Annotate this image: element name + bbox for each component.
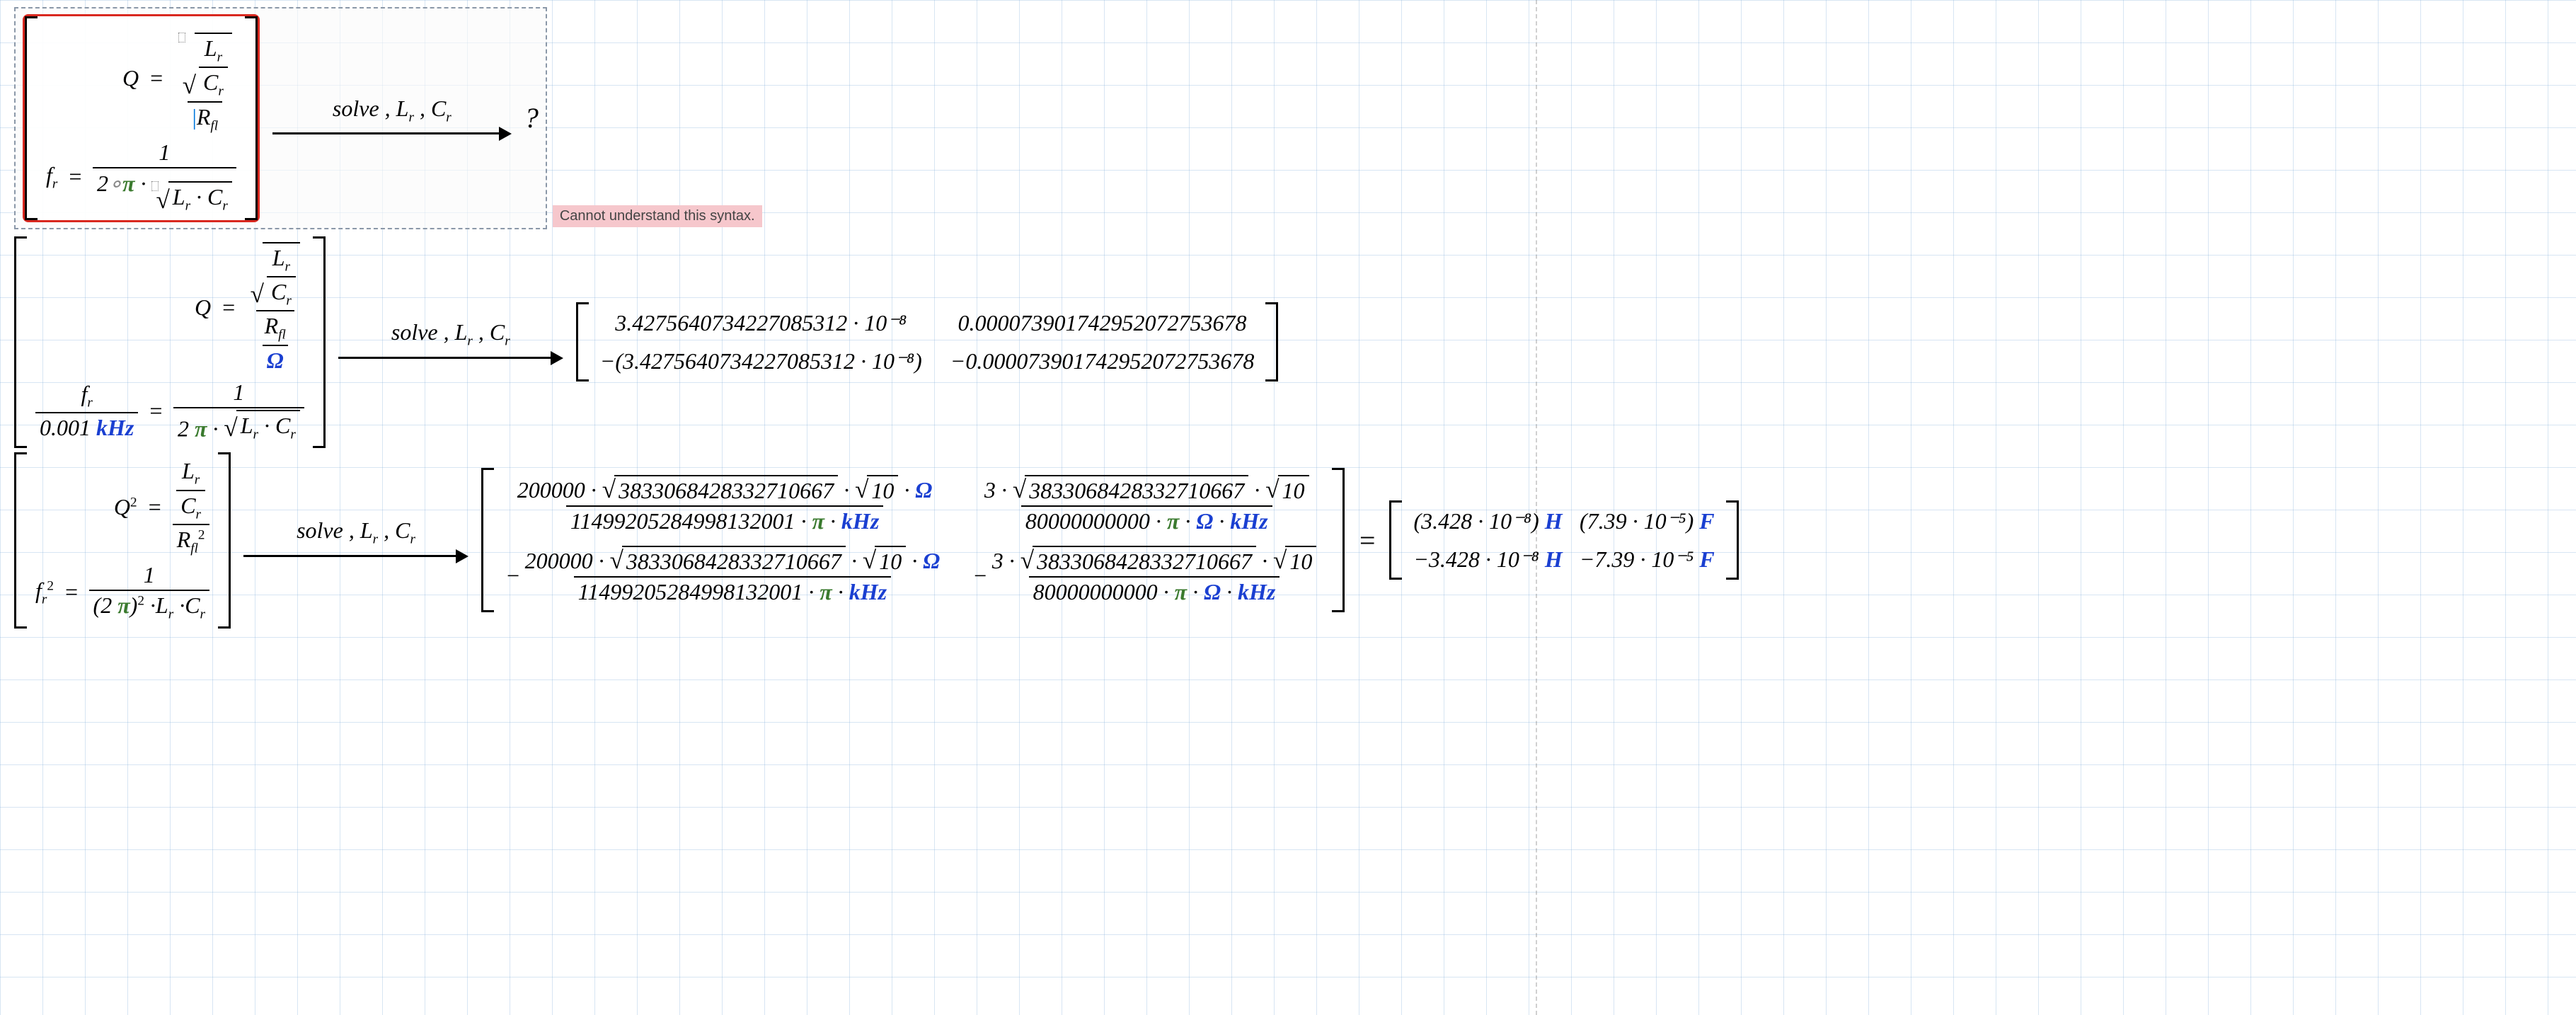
- m2-r1c2: 0.000073901742952072753678: [958, 310, 1247, 336]
- var-Q: Q: [122, 65, 139, 91]
- m3n-r1c1: (3.428 · 10⁻⁸) H: [1413, 508, 1562, 534]
- right-bracket: [245, 16, 258, 220]
- m3s-r1c2: 3 · √3833068428332710667 · √10 800000000…: [980, 475, 1313, 534]
- solve-arrow-1[interactable]: solve , Lr , Cr: [272, 96, 512, 141]
- m3s-r1c1: 200000 · √3833068428332710667 · √10 · Ω …: [513, 475, 937, 534]
- eq-fr2[interactable]: fr2 = 1 (2 π)2 ·Lr ·Cr: [35, 562, 209, 622]
- selection-box[interactable]: Q = √ Lr Cr: [14, 7, 547, 229]
- eq-Q[interactable]: Q = √ Lr Cr: [46, 22, 236, 134]
- expr-block-2[interactable]: Q = √ Lr Cr: [14, 236, 2562, 449]
- worksheet[interactable]: Q = √ Lr Cr: [0, 0, 2576, 636]
- result-placeholder: ?: [524, 101, 539, 134]
- result-matrix-3-symbolic: 200000 · √3833068428332710667 · √10 · Ω …: [481, 468, 1345, 612]
- expr-block-1[interactable]: Q = √ Lr Cr: [14, 7, 2562, 229]
- m2-r1c1: 3.4275640734227085312 · 10⁻⁸: [615, 309, 907, 336]
- m3s-r2c1: − 200000 · √3833068428332710667 · √10 · …: [505, 546, 944, 605]
- solve-arrow-3[interactable]: solve , Lr , Cr: [243, 517, 468, 563]
- expr-block-3[interactable]: Q2 = Lr Cr Rfl2 fr2 =: [14, 452, 2562, 629]
- m3n-r2c1: −3.428 · 10⁻⁸ H: [1413, 546, 1563, 573]
- m2-r2c1: −(3.4275640734227085312 · 10⁻⁸): [600, 348, 922, 374]
- system-1[interactable]: Q = √ Lr Cr: [23, 14, 260, 222]
- m2-r2c2: −0.000073901742952072753678: [950, 348, 1255, 374]
- left-bracket: [25, 16, 38, 220]
- result-matrix-2: 3.4275640734227085312 · 10⁻⁸ 0.000073901…: [576, 302, 1279, 382]
- m3s-r2c2: − 3 · √3833068428332710667 · √10 8000000…: [972, 546, 1321, 605]
- eq-fr-2[interactable]: fr 0.001 kHz = 1 2 π · √ Lr ·: [35, 379, 304, 442]
- m3n-r1c2: (7.39 · 10⁻⁵) F: [1580, 508, 1715, 534]
- error-banner: Cannot understand this syntax.: [553, 205, 762, 227]
- equals-sign: =: [1357, 524, 1376, 557]
- eq-Q2[interactable]: Q2 = Lr Cr Rfl2: [35, 458, 209, 556]
- eq-fr[interactable]: fr = 1 2∘π · √ Lr: [46, 139, 236, 214]
- nth-root-placeholder[interactable]: [178, 33, 185, 42]
- result-matrix-3-numeric: (3.428 · 10⁻⁸) H (7.39 · 10⁻⁵) F −3.428 …: [1389, 500, 1738, 580]
- arrow-head-icon: [499, 127, 512, 141]
- system-3[interactable]: Q2 = Lr Cr Rfl2 fr2 =: [14, 452, 231, 629]
- m3n-r2c2: −7.39 · 10⁻⁵ F: [1580, 546, 1715, 573]
- eq-Q-2[interactable]: Q = √ Lr Cr: [35, 242, 304, 374]
- system-2[interactable]: Q = √ Lr Cr: [14, 236, 326, 449]
- solve-arrow-2[interactable]: solve , Lr , Cr: [338, 319, 563, 365]
